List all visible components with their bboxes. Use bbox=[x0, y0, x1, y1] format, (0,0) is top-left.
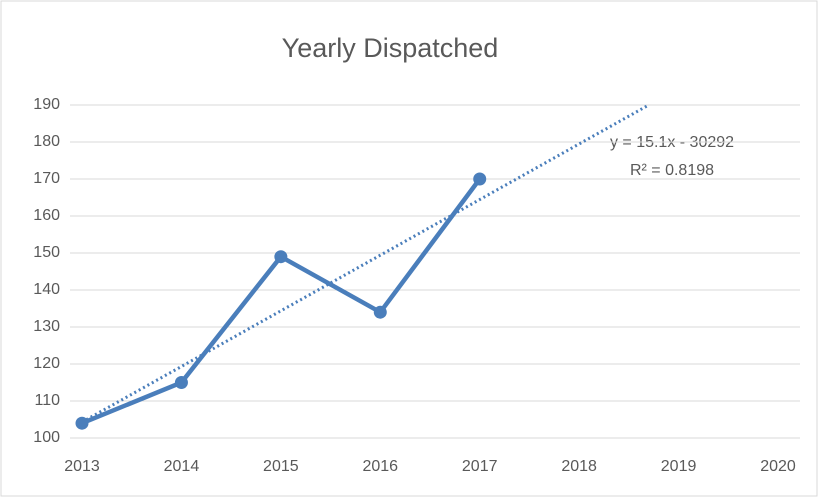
x-tick-label: 2015 bbox=[263, 458, 299, 475]
x-tick-label: 2016 bbox=[362, 458, 398, 475]
x-tick-label: 2013 bbox=[64, 458, 100, 475]
data-point bbox=[174, 376, 188, 389]
y-tick-label: 100 bbox=[33, 429, 60, 446]
y-tick-label: 110 bbox=[34, 392, 60, 409]
data-point bbox=[274, 250, 288, 264]
y-tick-label: 190 bbox=[33, 96, 60, 113]
x-tick-label: 2017 bbox=[462, 458, 498, 475]
x-tick-label: 2020 bbox=[760, 458, 796, 475]
trend-r-squared: R² = 0.8198 bbox=[630, 162, 714, 179]
y-tick-label: 150 bbox=[33, 244, 60, 261]
y-tick-label: 120 bbox=[33, 355, 60, 372]
trendline bbox=[81, 103, 650, 424]
x-tick-label: 2014 bbox=[164, 458, 200, 475]
data-point bbox=[75, 416, 89, 430]
chart-title: Yearly Dispatched bbox=[282, 33, 499, 63]
data-point bbox=[373, 305, 387, 319]
y-tick-label: 170 bbox=[33, 170, 60, 187]
x-tick-label: 2019 bbox=[661, 458, 697, 475]
y-tick-label: 140 bbox=[33, 281, 60, 298]
x-tick-label: 2018 bbox=[561, 458, 597, 475]
data-point bbox=[473, 172, 487, 186]
y-tick-label: 130 bbox=[33, 318, 60, 335]
trend-equation: y = 15.1x - 30292 bbox=[610, 134, 734, 151]
y-tick-label: 180 bbox=[33, 133, 60, 150]
y-tick-label: 160 bbox=[33, 207, 60, 224]
